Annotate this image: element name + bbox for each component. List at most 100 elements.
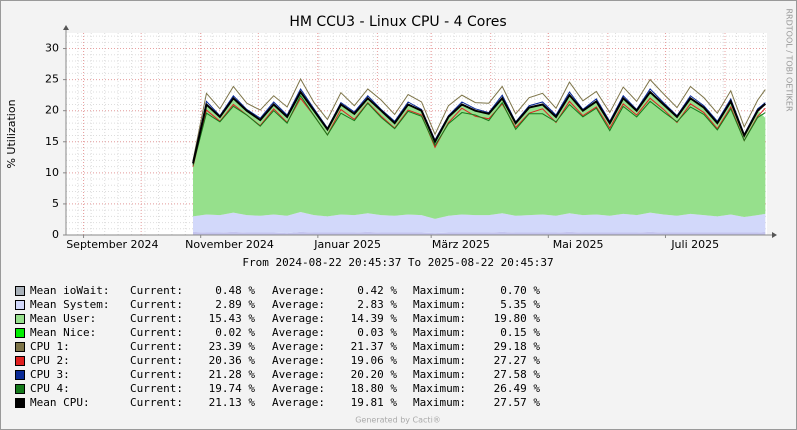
legend-value: 2.89 % bbox=[215, 298, 255, 311]
legend-name: Mean System: bbox=[30, 298, 109, 311]
x-tick-label: Mai 2025 bbox=[553, 238, 604, 251]
legend-label: Current: bbox=[130, 382, 183, 395]
line bbox=[192, 94, 766, 166]
legend-swatch bbox=[15, 328, 25, 338]
legend-value: 0.42 % bbox=[357, 284, 397, 297]
legend-label: Current: bbox=[130, 284, 183, 297]
legend-label: Current: bbox=[130, 340, 183, 353]
legend-value: 0.48 % bbox=[215, 284, 255, 297]
line bbox=[192, 90, 767, 164]
area bbox=[193, 212, 766, 234]
legend-value: 21.28 % bbox=[209, 368, 256, 381]
legend-swatch bbox=[15, 384, 25, 394]
legend-label: Current: bbox=[130, 368, 183, 381]
legend-value: 19.80 % bbox=[494, 312, 541, 325]
line bbox=[192, 77, 766, 161]
axis-arrow bbox=[772, 232, 777, 238]
y-tick-label: 30 bbox=[45, 42, 59, 55]
legend-value: 27.57 % bbox=[494, 396, 541, 409]
legend-swatch bbox=[15, 398, 25, 408]
legend-label: Average: bbox=[272, 284, 325, 297]
legend-label: Maximum: bbox=[413, 396, 466, 409]
legend-value: 20.36 % bbox=[209, 354, 256, 367]
legend-label: Maximum: bbox=[413, 340, 466, 353]
legend-value: 0.02 % bbox=[215, 326, 255, 339]
legend-value: 0.03 % bbox=[357, 326, 397, 339]
legend-value: 0.70 % bbox=[500, 284, 540, 297]
legend-value: 23.39 % bbox=[209, 340, 256, 353]
x-tick-label: März 2025 bbox=[432, 238, 490, 251]
area bbox=[193, 231, 766, 235]
side-text: RRDTOOL / TOBI OETIKER bbox=[785, 8, 794, 111]
legend-swatch bbox=[15, 342, 25, 352]
legend-label: Maximum: bbox=[413, 326, 466, 339]
legend-label: Average: bbox=[272, 382, 325, 395]
x-tick-label: Januar 2025 bbox=[313, 238, 381, 251]
chart-title: HM CCU3 - Linux CPU - 4 Cores bbox=[289, 14, 506, 30]
legend-label: Current: bbox=[130, 396, 183, 409]
legend-label: Maximum: bbox=[413, 354, 466, 367]
y-tick-label: 15 bbox=[45, 135, 59, 148]
legend-value: 19.74 % bbox=[209, 382, 256, 395]
legend-swatch bbox=[15, 300, 25, 310]
legend-swatch bbox=[15, 356, 25, 366]
range-part: From bbox=[242, 256, 269, 269]
x-tick-label: Juli 2025 bbox=[670, 238, 719, 251]
legend-label: Current: bbox=[130, 312, 183, 325]
legend-label: Average: bbox=[272, 354, 325, 367]
range-part: To bbox=[401, 256, 421, 269]
legend-name: CPU 2: bbox=[30, 354, 70, 367]
x-tick-label: November 2024 bbox=[185, 238, 274, 251]
range-part: 2024-08-22 20:45:37 bbox=[269, 256, 401, 269]
legend-label: Average: bbox=[272, 396, 325, 409]
legend-label: Average: bbox=[272, 368, 325, 381]
legend-value: 27.58 % bbox=[494, 368, 541, 381]
legend-value: 19.06 % bbox=[351, 354, 398, 367]
legend-value: 18.80 % bbox=[351, 382, 398, 395]
area bbox=[193, 92, 766, 219]
y-axis-label: % Utilization bbox=[5, 99, 18, 168]
legend-name: CPU 3: bbox=[30, 368, 70, 381]
y-tick-label: 5 bbox=[52, 197, 59, 210]
legend-label: Maximum: bbox=[413, 284, 466, 297]
legend-name: Mean User: bbox=[30, 312, 96, 325]
y-tick-label: 20 bbox=[45, 104, 59, 117]
axes: 0 5 10 15 20 25 30 September 2024 November 2024 J… bbox=[45, 25, 777, 251]
marks bbox=[192, 77, 767, 235]
legend-name: Mean CPU: bbox=[30, 396, 90, 409]
legend-swatch bbox=[15, 286, 25, 296]
y-tick-label: 0 bbox=[52, 228, 59, 241]
legend-value: 15.43 % bbox=[209, 312, 256, 325]
legend-value: 26.49 % bbox=[494, 382, 541, 395]
legend-value: 29.18 % bbox=[494, 340, 541, 353]
legend-value: 21.37 % bbox=[351, 340, 398, 353]
legend-value: 19.81 % bbox=[351, 396, 398, 409]
y-tick-label: 25 bbox=[45, 73, 59, 86]
legend-name: Mean ioWait: bbox=[30, 284, 109, 297]
legend-swatch bbox=[15, 314, 25, 324]
legend-label: Current: bbox=[130, 354, 183, 367]
legend-value: 0.15 % bbox=[500, 326, 540, 339]
legend-label: Maximum: bbox=[413, 368, 466, 381]
legend-value: 5.35 % bbox=[500, 298, 540, 311]
range-text: From 2024-08-22 20:45:37 To 2025-08-22 2… bbox=[242, 256, 553, 269]
legend-value: 14.39 % bbox=[351, 312, 398, 325]
axis-arrow bbox=[63, 25, 69, 30]
legend-name: CPU 4: bbox=[30, 382, 70, 395]
footer: Generated by Cacti® bbox=[355, 416, 441, 425]
legend-label: Maximum: bbox=[413, 312, 466, 325]
x-tick-label: September 2024 bbox=[66, 238, 158, 251]
legend-name: CPU 1: bbox=[30, 340, 70, 353]
legend-value: 21.13 % bbox=[209, 396, 256, 409]
y-tick-label: 10 bbox=[45, 166, 59, 179]
legend-value: 2.83 % bbox=[357, 298, 397, 311]
legend-label: Average: bbox=[272, 340, 325, 353]
legend-label: Average: bbox=[272, 326, 325, 339]
legend-label: Current: bbox=[130, 298, 183, 311]
legend-label: Current: bbox=[130, 326, 183, 339]
legend-value: 27.27 % bbox=[494, 354, 541, 367]
legend-label: Maximum: bbox=[413, 382, 466, 395]
legend-label: Average: bbox=[272, 312, 325, 325]
legend-label: Average: bbox=[272, 298, 325, 311]
